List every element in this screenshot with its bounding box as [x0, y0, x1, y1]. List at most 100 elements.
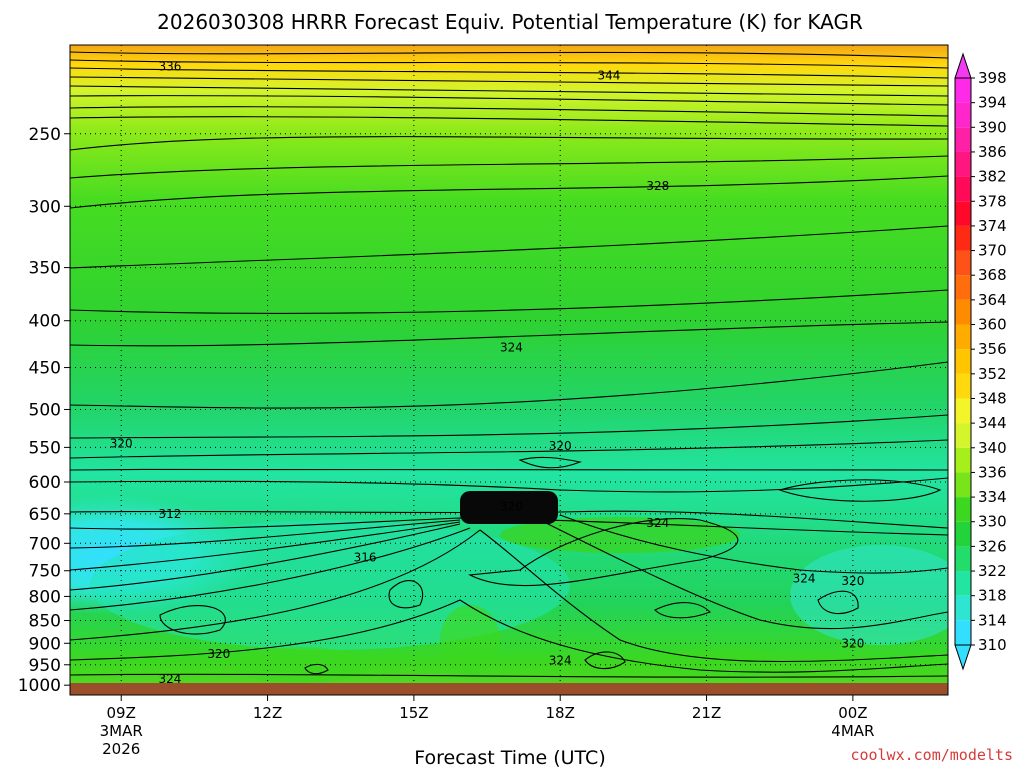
colorbar-label: 340 — [978, 439, 1007, 457]
colorbar-swatch — [955, 447, 971, 473]
colorbar-swatch — [955, 127, 971, 152]
colorbar-label: 360 — [978, 316, 1007, 334]
colorbar-swatch — [955, 324, 971, 350]
grid-vertical — [120, 45, 854, 695]
colorbar-label: 330 — [978, 513, 1007, 531]
colorbar-label: 382 — [978, 168, 1007, 186]
colorbar-swatch — [955, 102, 971, 128]
colorbar-label: 378 — [978, 192, 1007, 210]
colorbar-label: 336 — [978, 463, 1007, 481]
colorbar-swatch — [955, 225, 971, 251]
x-tick-sublabel: 4MAR — [831, 722, 874, 740]
colorbar-swatch — [955, 151, 971, 177]
contour-label: 316 — [354, 550, 377, 564]
colorbar-label: 310 — [978, 636, 1007, 654]
contour-label: 320 — [207, 647, 230, 661]
contour-label: 324 — [159, 672, 182, 686]
y-tick-label: 400 — [29, 312, 61, 332]
x-tick-sublabel: 3MAR — [100, 722, 143, 740]
contour-label: 320 — [841, 636, 864, 650]
colorbar-swatch — [955, 472, 971, 498]
y-tick-label: 300 — [29, 197, 61, 217]
colorbar-label: 334 — [978, 488, 1007, 506]
contour-label: 324 — [793, 572, 816, 586]
x-tick-label: 09Z — [107, 704, 136, 722]
y-tick-label: 250 — [29, 125, 61, 145]
colorbar-swatch — [955, 521, 971, 547]
colorbar-frame — [954, 77, 972, 646]
colorbar-label: 348 — [978, 389, 1007, 407]
contour-label: 312 — [159, 507, 182, 521]
contour-label: 324 — [646, 516, 669, 530]
contour-labels: 336 344 328 324 320 320 312 320 324 316 324 320 320 3… — [110, 59, 865, 686]
contour-label: 320 — [549, 439, 572, 453]
colorbar-label: 352 — [978, 365, 1007, 383]
colorbar-label: 390 — [978, 118, 1007, 136]
colorbar-swatch — [955, 546, 971, 572]
contour-label: 320 — [110, 437, 133, 451]
x-tick-label: 12Z — [253, 704, 282, 722]
colorbar-swatch — [955, 398, 971, 424]
colorbar-label: 374 — [978, 217, 1007, 235]
colorbar-label: 386 — [978, 143, 1007, 161]
contour-label: 324 — [549, 654, 572, 668]
colorbar-label: 370 — [978, 242, 1007, 260]
colorbar-swatch — [955, 275, 971, 300]
colorbar-swatch — [955, 176, 971, 202]
colorbar-label: 344 — [978, 414, 1007, 432]
y-tick-label: 800 — [29, 587, 61, 607]
x-tick-label: 21Z — [692, 704, 721, 722]
colorbar-min-arrow — [954, 644, 972, 671]
y-tick-label: 950 — [29, 656, 61, 676]
contour-cluster — [460, 491, 558, 524]
y-tick-label: 850 — [29, 612, 61, 632]
colorbar-swatch — [955, 299, 971, 325]
plot-area: 336 344 328 324 320 320 312 320 324 316 324 320 320 3… — [70, 45, 948, 695]
y-tick-label: 550 — [29, 438, 61, 458]
colorbar-swatch — [955, 349, 971, 374]
contour-label: 328 — [646, 179, 669, 193]
contour-label: 344 — [598, 69, 621, 83]
x-tick-label: 00Z — [838, 704, 867, 722]
y-tick-label: 650 — [29, 505, 61, 525]
colorbar-label: 398 — [978, 69, 1007, 87]
colorbar-swatch — [955, 620, 971, 645]
colorbar-swatch — [955, 497, 971, 522]
y-axis: 2503003504004505005506006507007508008509… — [18, 125, 70, 696]
colorbar-swatch — [955, 78, 971, 103]
colorbar-label: 326 — [978, 537, 1007, 555]
x-tick-label: 15Z — [399, 704, 428, 722]
y-tick-label: 600 — [29, 473, 61, 493]
y-tick-label: 900 — [29, 634, 61, 654]
y-tick-label: 700 — [29, 534, 61, 554]
x-tick-sublabel: 2026 — [102, 740, 140, 758]
contour-label: 320 — [841, 574, 864, 588]
colorbar-swatch — [955, 250, 971, 276]
contour-label: 324 — [500, 341, 523, 355]
colorbar-max-arrow — [954, 52, 972, 79]
colorbar: 310 314 318 322 326 330 334 336 340 344 348 352 356 3… — [954, 52, 1007, 671]
y-tick-label: 750 — [29, 562, 61, 582]
colorbar-swatch — [955, 373, 971, 399]
colorbar-label: 322 — [978, 562, 1007, 580]
colorbar-label: 394 — [978, 94, 1007, 112]
colorbar-label: 314 — [978, 611, 1007, 629]
y-tick-label: 500 — [29, 400, 61, 420]
y-tick-label: 1000 — [18, 676, 61, 696]
contour-label: 336 — [159, 59, 182, 73]
y-tick-label: 450 — [29, 359, 61, 379]
colorbar-label: 368 — [978, 266, 1007, 284]
colorbar-swatch — [955, 201, 971, 226]
credit-text: coolwx.com/modelts — [850, 746, 1013, 764]
colorbar-swatch — [955, 595, 971, 621]
x-tick-label: 18Z — [546, 704, 575, 722]
terrain-strip — [70, 683, 948, 695]
contour-label: 320 — [500, 499, 523, 513]
colorbar-label: 318 — [978, 587, 1007, 605]
colorbar-swatch — [955, 423, 971, 448]
colorbar-swatch — [955, 571, 971, 596]
low-theta-east — [790, 545, 948, 645]
plot-frame — [69, 44, 949, 696]
warm-plume-1 — [440, 605, 500, 675]
